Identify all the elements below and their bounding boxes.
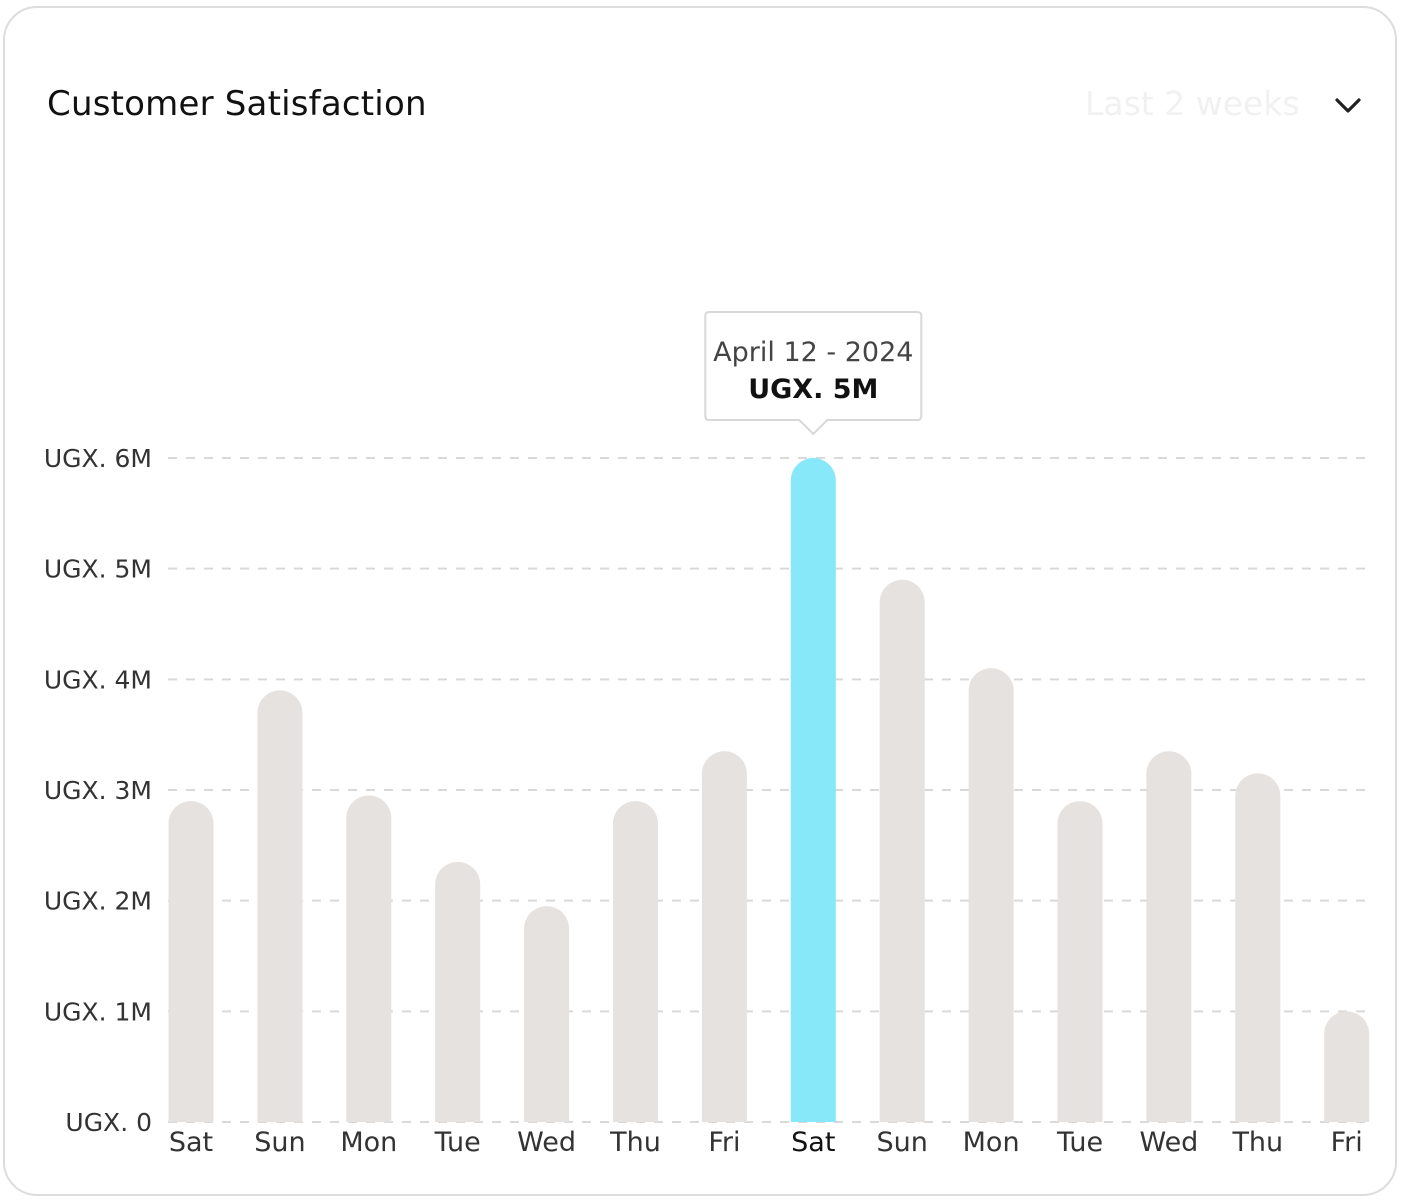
chart-title: Customer Satisfaction bbox=[47, 84, 427, 124]
x-tick-label: Wed bbox=[517, 1127, 576, 1158]
x-tick-label: Tue bbox=[1056, 1127, 1103, 1158]
y-tick-label: UGX. 0 bbox=[65, 1108, 152, 1137]
chart-tooltip: April 12 - 2024 UGX. 5M bbox=[704, 311, 923, 436]
x-tick-label: Sat bbox=[791, 1127, 835, 1158]
bar[interactable] bbox=[879, 579, 925, 1122]
bar[interactable] bbox=[346, 795, 392, 1122]
bar[interactable] bbox=[968, 668, 1014, 1122]
tooltip-date: April 12 - 2024 bbox=[713, 337, 913, 368]
x-tick-label: Sun bbox=[254, 1127, 305, 1158]
y-tick-label: UGX. 6M bbox=[44, 444, 152, 473]
y-tick-label: UGX. 4M bbox=[44, 665, 152, 694]
y-tick-label: UGX. 5M bbox=[44, 555, 152, 584]
x-tick-label: Thu bbox=[1231, 1127, 1283, 1158]
bar[interactable] bbox=[1057, 801, 1103, 1122]
bar[interactable] bbox=[1235, 773, 1281, 1122]
date-range-label: Last 2 weeks bbox=[1085, 84, 1300, 123]
tooltip-value: UGX. 5M bbox=[748, 374, 878, 405]
bar[interactable] bbox=[524, 906, 570, 1122]
x-tick-label: Sat bbox=[169, 1127, 213, 1158]
bar[interactable] bbox=[168, 801, 214, 1122]
bars bbox=[168, 458, 1370, 1123]
y-axis-labels: UGX. 0 UGX. 1M UGX. 2M UGX. 3M UGX. 4M UGX. 5… bbox=[44, 444, 152, 1137]
bar-highlighted[interactable] bbox=[790, 458, 836, 1123]
tooltip-box bbox=[704, 311, 923, 436]
bar[interactable] bbox=[701, 751, 747, 1122]
y-tick-label: UGX. 1M bbox=[44, 997, 152, 1026]
x-tick-label: Mon bbox=[963, 1127, 1020, 1158]
bar[interactable] bbox=[613, 801, 658, 1122]
y-tick-label: UGX. 3M bbox=[44, 776, 152, 805]
x-tick-label: Sun bbox=[877, 1127, 928, 1158]
bar[interactable] bbox=[1146, 751, 1192, 1122]
bar[interactable] bbox=[257, 690, 303, 1122]
x-axis-labels: Sat Sun Mon Tue Wed Thu Fri Sat Sun Mon Tue Wed Thu F… bbox=[169, 1127, 1363, 1158]
x-tick-label: Wed bbox=[1139, 1127, 1198, 1158]
chart-card: Customer Satisfaction Last 2 weeks bbox=[3, 6, 1397, 1196]
y-tick-label: UGX. 2M bbox=[44, 887, 152, 916]
x-tick-label: Fri bbox=[1331, 1127, 1363, 1158]
x-tick-label: Tue bbox=[434, 1127, 481, 1158]
bar[interactable] bbox=[1324, 1011, 1370, 1122]
x-tick-label: Thu bbox=[609, 1127, 661, 1158]
chevron-down-icon bbox=[1335, 98, 1361, 113]
x-tick-label: Mon bbox=[340, 1127, 397, 1158]
x-tick-label: Fri bbox=[708, 1127, 740, 1158]
date-range-dropdown[interactable]: Last 2 weeks bbox=[1085, 82, 1375, 130]
bar[interactable] bbox=[435, 861, 481, 1122]
